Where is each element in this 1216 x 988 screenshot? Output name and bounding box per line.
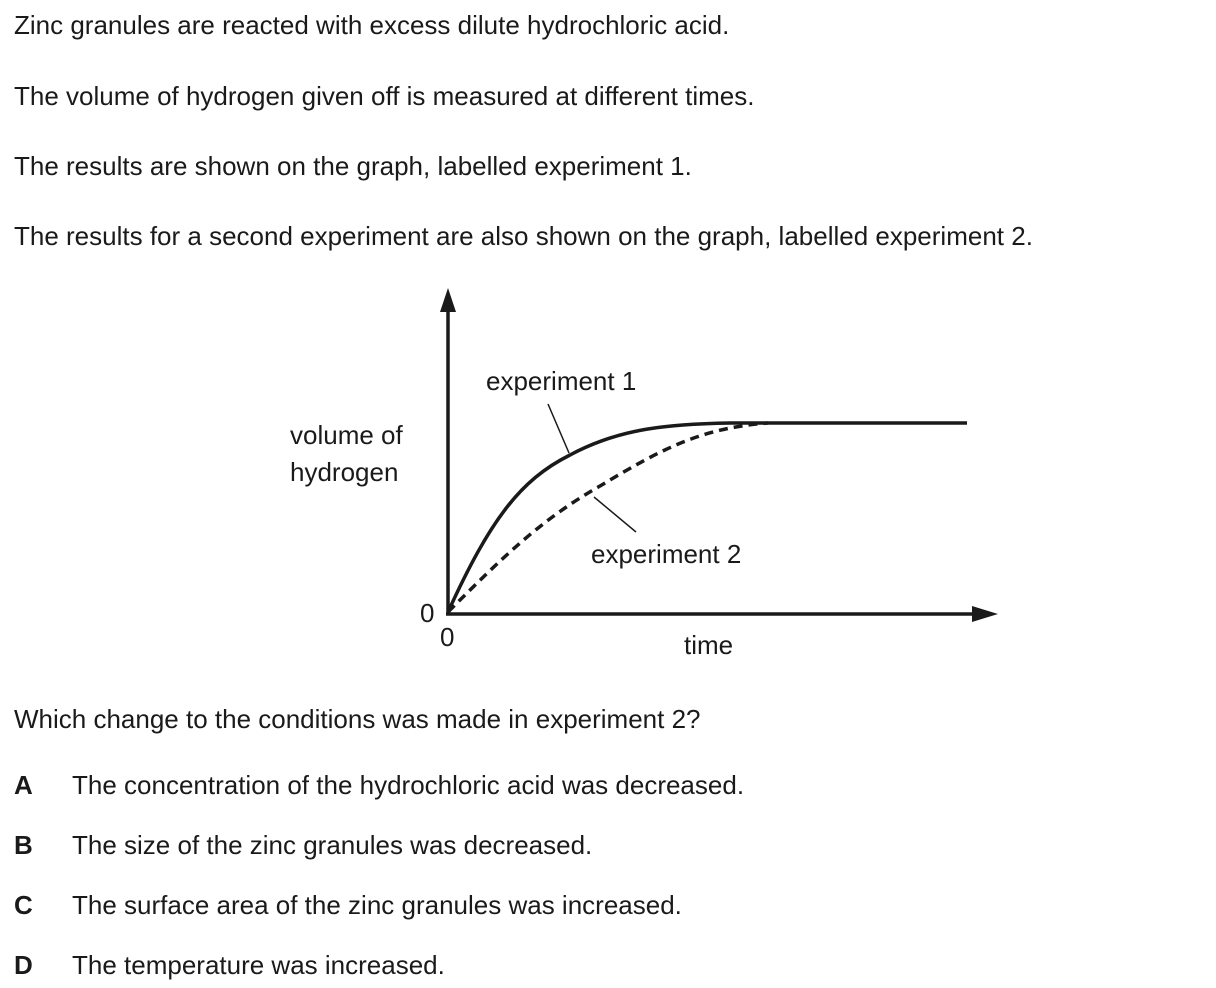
intro-line-3: The results are shown on the graph, labe… <box>14 151 692 181</box>
experiment-1-leader <box>547 403 570 454</box>
option-b[interactable]: B The size of the zinc granules was decre… <box>14 830 592 860</box>
experiment-1-label: experiment 1 <box>486 366 636 396</box>
experiment-1-curve <box>446 421 967 613</box>
experiment-2-leader <box>593 496 637 533</box>
question-prompt: Which change to the conditions was made … <box>14 704 701 734</box>
intro-line-4: The results for a second experiment are … <box>14 221 1033 251</box>
option-a[interactable]: A The concentration of the hydrochloric a… <box>14 770 744 800</box>
option-letter: D <box>14 950 33 980</box>
y-axis-label-line-2: hydrogen <box>290 457 398 487</box>
option-text: The size of the zinc granules was decrea… <box>72 830 593 860</box>
option-letter: A <box>14 770 33 800</box>
x-axis-arrowhead <box>972 606 998 622</box>
intro-line-2: The volume of hydrogen given off is meas… <box>14 81 755 111</box>
x-origin-label: 0 <box>440 622 454 652</box>
option-letter: B <box>14 830 33 860</box>
option-c[interactable]: C The surface area of the zinc granules w… <box>14 890 682 920</box>
y-axis-label-line-1: volume of <box>290 420 403 450</box>
option-d[interactable]: D The temperature was increased. <box>14 950 445 980</box>
y-axis-arrowhead <box>440 288 456 312</box>
option-letter: C <box>14 890 33 920</box>
intro-line-1: Zinc granules are reacted with excess di… <box>14 10 730 40</box>
option-text: The surface area of the zinc granules wa… <box>72 890 682 920</box>
option-text: The temperature was increased. <box>72 950 445 980</box>
experiment-2-curve <box>446 421 769 614</box>
option-text: The concentration of the hydrochloric ac… <box>72 770 745 800</box>
experiment-2-label: experiment 2 <box>591 539 741 569</box>
y-origin-label: 0 <box>420 598 434 628</box>
x-axis-label: time <box>684 630 733 660</box>
